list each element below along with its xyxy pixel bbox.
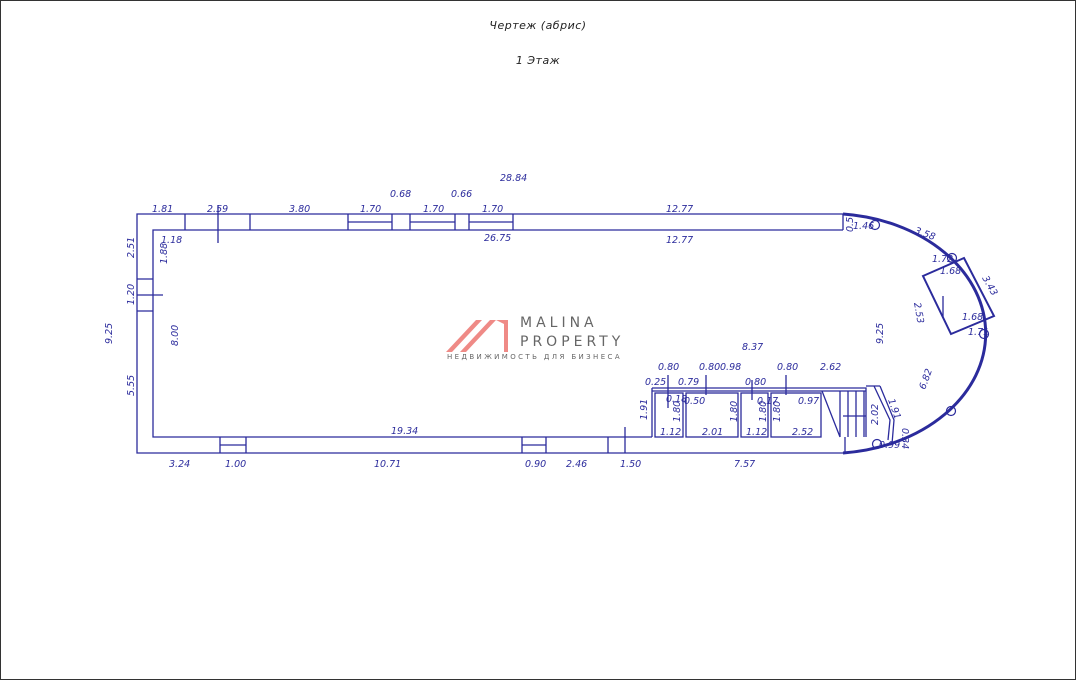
dim-label: 1.88 bbox=[159, 243, 170, 264]
rooms bbox=[651, 256, 996, 453]
dim-label: 1.80 bbox=[672, 401, 683, 422]
dim-label: 1.81 bbox=[152, 204, 173, 215]
dim-label: 1.50 bbox=[620, 459, 641, 470]
dim-label: 1.71 bbox=[968, 327, 989, 338]
dim-label: 1.68 bbox=[940, 266, 961, 277]
drawing-title: Чертеж (абрис) bbox=[489, 19, 587, 32]
dim-label: 1.70 bbox=[482, 204, 503, 215]
dim-label: 1.68 bbox=[962, 312, 983, 323]
dim-label: 1.70 bbox=[423, 204, 444, 215]
dim-label: 10.71 bbox=[374, 459, 401, 470]
dim-label: 0.98 bbox=[720, 362, 741, 373]
dim-label: 0.90 bbox=[525, 459, 546, 470]
dim-label: 0.66 bbox=[451, 189, 472, 200]
dim-label: 28.84 bbox=[500, 173, 527, 184]
dim-label: 5.55 bbox=[126, 375, 137, 396]
dim-label: 2.62 bbox=[820, 362, 841, 373]
dim-label: 1.80 bbox=[729, 401, 740, 422]
dim-label: 1.00 bbox=[225, 459, 246, 470]
dim-label: 1.91 bbox=[639, 399, 650, 420]
dim-label: 0.68 bbox=[390, 189, 411, 200]
dim-label: 0.80 bbox=[658, 362, 679, 373]
dim-label: 26.75 bbox=[484, 233, 511, 244]
dim-label: 0.34 bbox=[899, 428, 910, 449]
dim-label: 2.02 bbox=[870, 404, 881, 425]
dim-label: 0.17 bbox=[757, 396, 778, 407]
dim-label: 1.20 bbox=[126, 284, 137, 305]
dim-label: 0.97 bbox=[798, 396, 819, 407]
dim-label: 7.57 bbox=[734, 459, 755, 470]
dim-label: 1.91 bbox=[885, 397, 903, 421]
dim-label: 1.72 bbox=[932, 254, 953, 265]
dim-label: 3.24 bbox=[169, 459, 190, 470]
dim-label: 0.99 bbox=[879, 440, 900, 451]
dim-label: 2.46 bbox=[566, 459, 587, 470]
dim-label: 0.80 bbox=[745, 377, 766, 388]
dim-label: 2.53 bbox=[911, 302, 926, 325]
logo-line2: PROPERTY bbox=[520, 334, 625, 350]
logo-line1: MALINA bbox=[520, 315, 598, 331]
dim-label: 8.37 bbox=[742, 342, 763, 353]
dim-label: 2.51 bbox=[126, 237, 137, 258]
dim-label: 0.50 bbox=[684, 396, 705, 407]
floor-label: 1 Этаж bbox=[515, 54, 561, 67]
dim-label: 0.5 bbox=[845, 217, 856, 232]
dim-label: 0.25 bbox=[645, 377, 666, 388]
dim-label: 1.80 bbox=[772, 401, 783, 422]
dim-label: 1.12 bbox=[746, 427, 767, 438]
dim-label: 3.80 bbox=[289, 204, 310, 215]
logo-tagline: НЕДВИЖИМОСТЬ ДЛЯ БИЗНЕСА bbox=[447, 353, 623, 361]
dim-label: 6.82 bbox=[917, 367, 935, 391]
dim-label: 0.80 bbox=[777, 362, 798, 373]
dim-label: 19.34 bbox=[391, 426, 418, 437]
dim-label: 3.58 bbox=[913, 225, 937, 243]
dim-label: 0.80 bbox=[699, 362, 720, 373]
dim-label: 12.77 bbox=[666, 235, 693, 246]
dim-label: 0.18 bbox=[666, 394, 687, 405]
dim-label: 12.77 bbox=[666, 204, 693, 215]
dim-label: 2.01 bbox=[702, 427, 723, 438]
columns bbox=[869, 219, 990, 450]
dim-label: 2.52 bbox=[792, 427, 813, 438]
dim-label: 9.25 bbox=[104, 323, 115, 344]
dim-label: 1.12 bbox=[660, 427, 681, 438]
dim-label: 8.00 bbox=[170, 325, 181, 346]
walls bbox=[136, 205, 988, 455]
dim-label: 1.70 bbox=[360, 204, 381, 215]
dim-label: 1.46 bbox=[853, 221, 874, 232]
logo-mark-icon bbox=[446, 320, 508, 352]
dim-label: 0.79 bbox=[678, 377, 699, 388]
dim-label: 1.18 bbox=[161, 235, 182, 246]
dim-label: 2.59 bbox=[207, 204, 228, 215]
dim-label: 1.80 bbox=[758, 401, 769, 422]
dim-label: 9.25 bbox=[875, 323, 886, 344]
